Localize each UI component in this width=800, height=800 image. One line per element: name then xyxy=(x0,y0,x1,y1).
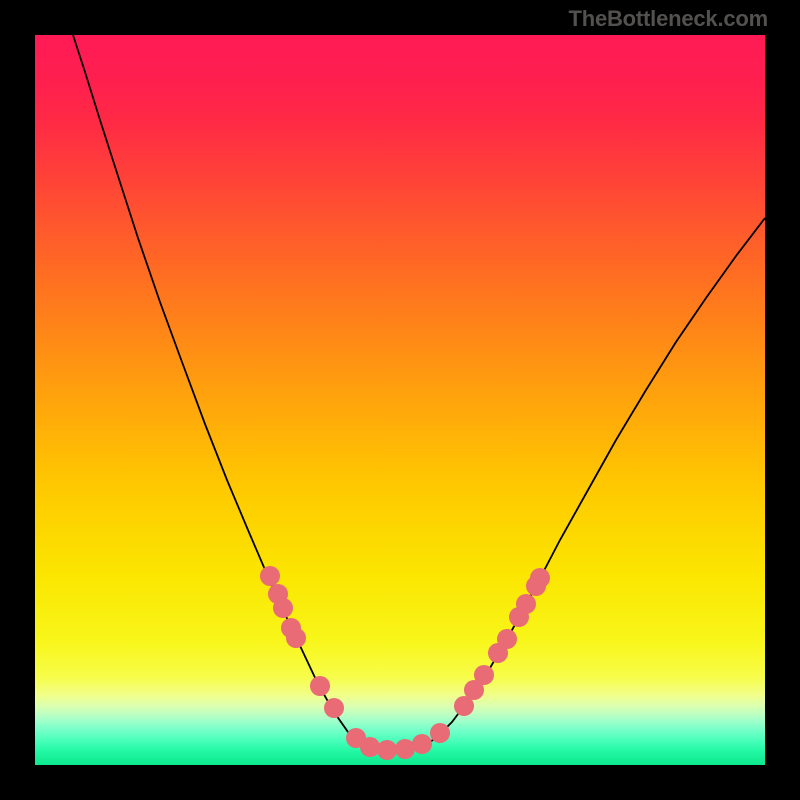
right-curve-line xyxy=(398,218,765,752)
data-marker xyxy=(430,723,450,743)
data-marker xyxy=(474,665,494,685)
data-marker xyxy=(412,734,432,754)
data-marker xyxy=(530,568,550,588)
data-marker xyxy=(273,598,293,618)
data-marker xyxy=(516,594,536,614)
data-marker xyxy=(260,566,280,586)
left-curve-line xyxy=(73,35,398,752)
data-marker xyxy=(310,676,330,696)
chart-container: TheBottleneck.com xyxy=(0,0,800,800)
curve-svg xyxy=(0,0,800,800)
data-marker xyxy=(377,740,397,760)
data-marker xyxy=(286,628,306,648)
data-marker xyxy=(395,739,415,759)
data-marker xyxy=(497,629,517,649)
marker-group xyxy=(260,566,550,760)
data-marker xyxy=(324,698,344,718)
data-marker xyxy=(360,737,380,757)
